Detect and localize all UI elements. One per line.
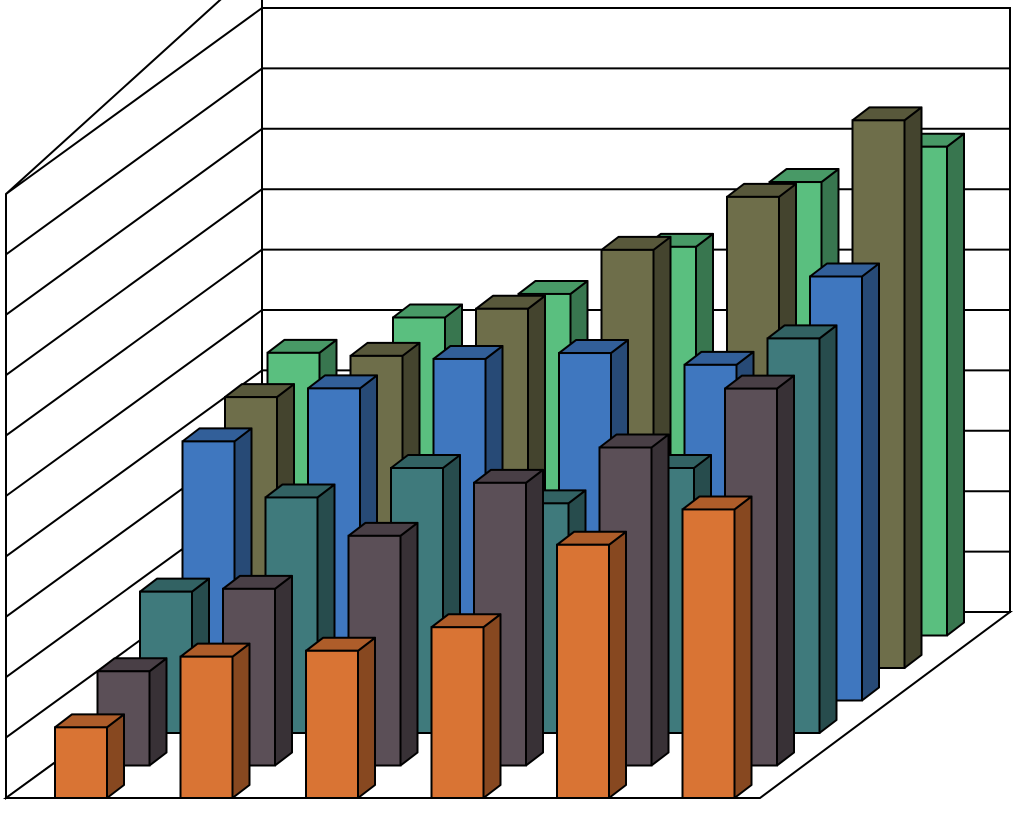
gridline	[5, 67, 263, 256]
gridline	[5, 248, 263, 437]
bar	[556, 530, 627, 800]
bar	[54, 713, 125, 799]
gridline	[5, 369, 263, 558]
gridline	[5, 127, 263, 316]
bar	[305, 636, 376, 800]
gridline	[5, 7, 263, 195]
gridline	[5, 309, 263, 497]
gridline	[5, 188, 263, 377]
bar	[430, 613, 502, 799]
bar	[179, 642, 251, 799]
bar	[681, 495, 753, 799]
